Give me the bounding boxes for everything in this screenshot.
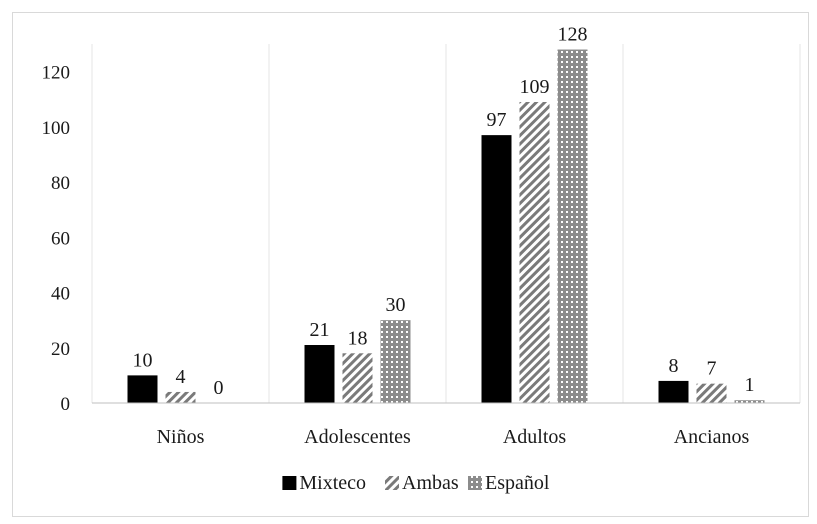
legend-swatch: [385, 476, 399, 490]
bar: [557, 49, 588, 404]
data-label: 109: [520, 76, 550, 98]
data-label: 4: [176, 366, 186, 388]
data-label: 21: [310, 319, 330, 341]
data-labels: 10 4 0 21 18 30 97 109 128 8 7 1: [133, 24, 755, 399]
data-label: 97: [487, 109, 507, 131]
category-label: Adultos: [503, 426, 567, 448]
y-tick-label: 0: [61, 394, 71, 415]
category-label: Niños: [157, 426, 205, 448]
y-tick-label: 40: [51, 284, 70, 305]
data-label: 128: [558, 24, 588, 46]
gridlines: [91, 44, 801, 403]
bar: [304, 345, 335, 403]
data-label: 8: [669, 355, 679, 377]
data-label: 0: [214, 377, 224, 399]
category-label: Ancianos: [674, 426, 750, 448]
bar: [696, 383, 727, 403]
bar: [165, 391, 196, 403]
data-label: 18: [348, 327, 368, 349]
bars: [127, 49, 765, 404]
data-label: 30: [386, 294, 406, 316]
data-label: 10: [133, 349, 153, 371]
bar: [734, 400, 765, 403]
bar: [481, 135, 512, 403]
y-tick-label: 60: [51, 228, 70, 249]
legend-swatch: [468, 476, 482, 490]
legend: Mixteco Ambas Español: [282, 472, 550, 494]
legend-label: Español: [485, 472, 550, 494]
legend-swatch: [282, 476, 297, 490]
bar: [519, 101, 550, 403]
y-tick-label: 80: [51, 173, 70, 194]
y-tick-label: 120: [42, 63, 71, 84]
data-label: 7: [707, 358, 717, 380]
bar: [658, 380, 689, 403]
y-axis-ticks: 0 20 40 60 80 100 120: [42, 63, 71, 415]
x-axis-labels: Niños Adolescentes Adultos Ancianos: [157, 426, 750, 448]
chart-border: [12, 12, 809, 517]
y-tick-label: 20: [51, 339, 70, 360]
data-label: 1: [745, 374, 755, 396]
bar: [342, 353, 373, 403]
y-tick-label: 100: [42, 118, 71, 139]
category-label: Adolescentes: [304, 426, 411, 448]
bar: [127, 375, 158, 403]
bar: [380, 320, 411, 403]
legend-label: Ambas: [402, 472, 459, 494]
legend-label: Mixteco: [299, 472, 366, 494]
